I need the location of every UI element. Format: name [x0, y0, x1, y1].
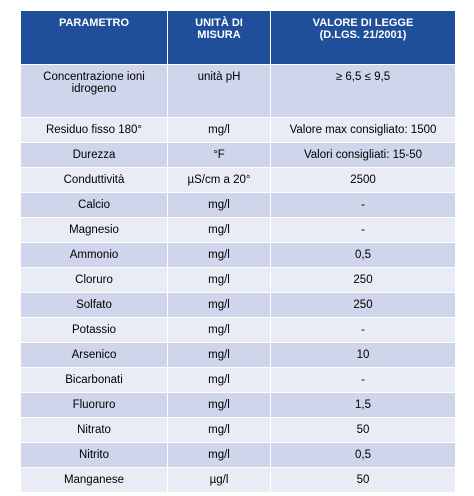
- table-cell: Ammonio: [20, 242, 168, 268]
- table-cell: Arsenico: [20, 342, 168, 368]
- table-cell: mg/l: [167, 317, 271, 343]
- table-cell: 1,5: [270, 392, 456, 418]
- header-line: VALORE DI LEGGE: [312, 17, 414, 29]
- table-cell: mg/l: [167, 217, 271, 243]
- table-cell: Calcio: [20, 192, 168, 218]
- table-cell: -: [270, 367, 456, 393]
- table-cell: mg/l: [167, 242, 271, 268]
- table-cell: Valore max consigliato: 1500: [270, 117, 456, 143]
- table-cell: Residuo fisso 180°: [20, 117, 168, 143]
- table-row: Arsenico mg/l 10: [20, 342, 456, 368]
- table-row: Ammonio mg/l 0,5: [20, 242, 456, 268]
- table-cell: ≥ 6,5 ≤ 9,5: [270, 64, 456, 118]
- table-row: Manganese µg/l 50: [20, 467, 456, 493]
- table-cell: mg/l: [167, 117, 271, 143]
- table-cell: Bicarbonati: [20, 367, 168, 393]
- table-cell: mg/l: [167, 192, 271, 218]
- table-cell: Conduttività: [20, 167, 168, 193]
- header-cell: UNITÀ DI MISURA: [167, 10, 271, 65]
- table-cell: Cloruro: [20, 267, 168, 293]
- table-cell: 50: [270, 467, 456, 493]
- table-row: Bicarbonati mg/l -: [20, 367, 456, 393]
- table-cell: mg/l: [167, 367, 271, 393]
- table-cell: 0,5: [270, 442, 456, 468]
- table-cell: mg/l: [167, 392, 271, 418]
- table-cell: 0,5: [270, 242, 456, 268]
- table-row: Nitrito mg/l 0,5: [20, 442, 456, 468]
- table-row: Magnesio mg/l -: [20, 217, 456, 243]
- table-cell: unità pH: [167, 64, 271, 118]
- water-table: PARAMETRO UNITÀ DI MISURA VALORE DI LEGGE(…: [20, 10, 456, 493]
- header-cell: VALORE DI LEGGE (D.LGS. 21/2001): [270, 10, 456, 65]
- table-row: Potassio mg/l -: [20, 317, 456, 343]
- header-row: PARAMETRO UNITÀ DI MISURA VALORE DI LEGGE(…: [20, 10, 456, 65]
- table-cell: Potassio: [20, 317, 168, 343]
- table-cell: 250: [270, 267, 456, 293]
- table-cell: Fluoruro: [20, 392, 168, 418]
- table-cell: -: [270, 317, 456, 343]
- table-cell: mg/l: [167, 292, 271, 318]
- table-row: Conduttività µS/cm a 20° 2500: [20, 167, 456, 193]
- table-row: Nitrato mg/l 50: [20, 417, 456, 443]
- table-cell: µg/l: [167, 467, 271, 493]
- table-cell: Nitrito: [20, 442, 168, 468]
- table-row: Concentrazione ioni idrogeno unità pH ≥ 6,…: [20, 64, 456, 118]
- table-cell: -: [270, 217, 456, 243]
- header-line: (D.LGS. 21/2001): [319, 29, 407, 41]
- table-cell: mg/l: [167, 442, 271, 468]
- table-row: Cloruro mg/l 250: [20, 267, 456, 293]
- table-cell: mg/l: [167, 342, 271, 368]
- table-cell: mg/l: [167, 267, 271, 293]
- table-row: Fluoruro mg/l 1,5: [20, 392, 456, 418]
- table-cell: °F: [167, 142, 271, 168]
- table-cell: Nitrato: [20, 417, 168, 443]
- table-cell: mg/l: [167, 417, 271, 443]
- table-cell: 50: [270, 417, 456, 443]
- table-cell: 10: [270, 342, 456, 368]
- table-cell: Valori consigliati: 15-50: [270, 142, 456, 168]
- table-cell: 250: [270, 292, 456, 318]
- header-cell: PARAMETRO: [20, 10, 168, 65]
- table-row: Durezza °F Valori consigliati: 15-50: [20, 142, 456, 168]
- table-cell: Concentrazione ioni idrogeno: [20, 64, 168, 118]
- table-row: Residuo fisso 180° mg/l Valore max consigl…: [20, 117, 456, 143]
- table-cell: 2500: [270, 167, 456, 193]
- table-cell: Durezza: [20, 142, 168, 168]
- table-row: Solfato mg/l 250: [20, 292, 456, 318]
- table-cell: Manganese: [20, 467, 168, 493]
- table-cell: -: [270, 192, 456, 218]
- table-cell: Magnesio: [20, 217, 168, 243]
- table-cell: Solfato: [20, 292, 168, 318]
- table-cell: µS/cm a 20°: [167, 167, 271, 193]
- table-row: Calcio mg/l -: [20, 192, 456, 218]
